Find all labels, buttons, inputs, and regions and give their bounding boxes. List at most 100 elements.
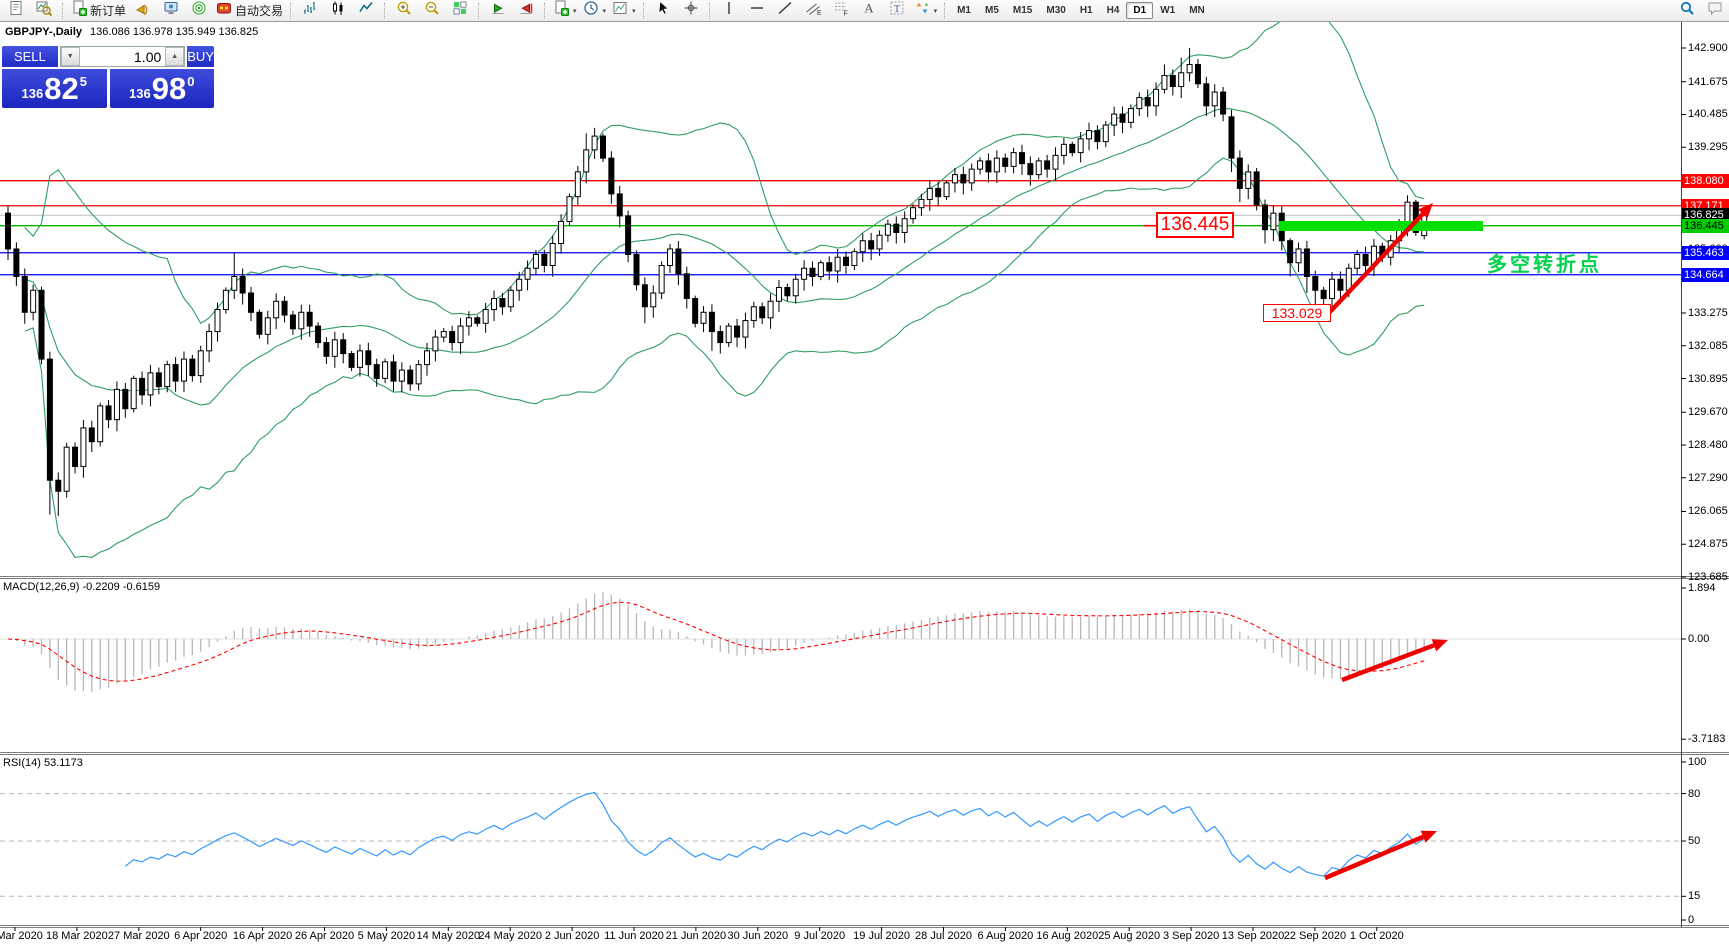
- cursor-icon[interactable]: [649, 0, 677, 22]
- ask-price-button[interactable]: 136 98 0: [109, 69, 214, 108]
- bar-chart-icon[interactable]: [296, 0, 324, 22]
- price-tick-label: 128.480: [1688, 438, 1728, 451]
- market-watch-icon[interactable]: [2, 0, 30, 22]
- candle: [1303, 248, 1310, 278]
- candles-series[interactable]: [5, 48, 1428, 517]
- zoom-out-icon[interactable]: [418, 0, 446, 22]
- macd-pane[interactable]: [0, 592, 1681, 693]
- x-axis-label: 9 Jul 2020: [794, 930, 846, 942]
- text-label-icon[interactable]: T: [883, 0, 911, 22]
- trend-arrow-macd[interactable]: [1341, 643, 1435, 683]
- candle: [1270, 212, 1277, 231]
- templates-icon[interactable]: ▾: [609, 0, 639, 22]
- arrows-icon[interactable]: ▾: [911, 0, 941, 22]
- candle: [1077, 138, 1084, 154]
- metaeditor-icon: [163, 0, 179, 21]
- chart-canvas[interactable]: [0, 22, 1729, 944]
- indicators-icon[interactable]: ▾: [550, 0, 580, 22]
- timeframe-MN[interactable]: MN: [1189, 5, 1205, 16]
- search-icon[interactable]: [1673, 0, 1701, 22]
- candle: [180, 358, 187, 382]
- equidistant-channel-icon[interactable]: E: [799, 0, 827, 22]
- rsi-pane[interactable]: [0, 791, 1681, 897]
- timeframe-M30[interactable]: M30: [1046, 5, 1066, 16]
- pivot-note-annotation[interactable]: 多空转折点: [1487, 254, 1602, 276]
- timeframe-M5[interactable]: M5: [985, 5, 999, 16]
- trend-arrow-main[interactable]: [1325, 212, 1425, 317]
- timeframe-M15[interactable]: M15: [1012, 5, 1033, 16]
- resistance-price-annotation[interactable]: 136.445: [1156, 212, 1234, 238]
- sell-button[interactable]: SELL: [2, 46, 58, 67]
- text-icon[interactable]: A: [855, 0, 883, 22]
- candle: [767, 300, 774, 319]
- auto-scroll-icon[interactable]: [484, 0, 512, 22]
- bollinger-band-l: [24, 157, 1425, 558]
- candle: [323, 342, 330, 357]
- price-level-chip-136.445: 136.445: [1682, 218, 1729, 233]
- horn-icon: [135, 0, 151, 21]
- trend-arrow-rsi[interactable]: [1324, 834, 1425, 881]
- metaeditor-icon[interactable]: [157, 0, 185, 22]
- crosshair-icon[interactable]: [677, 0, 705, 22]
- line-chart-icon[interactable]: [352, 0, 380, 22]
- signals-icon[interactable]: [185, 0, 213, 22]
- support-resistance-zone[interactable]: [1279, 221, 1483, 231]
- pane-separators[interactable]: [0, 576, 1729, 928]
- trendline-icon[interactable]: [771, 0, 799, 22]
- autotrading-button[interactable]: 自动交易: [213, 0, 286, 22]
- x-axis-label: 6 Aug 2020: [977, 930, 1034, 942]
- timeframe-M1[interactable]: M1: [957, 5, 971, 16]
- candle: [675, 248, 682, 275]
- candlestick-chart-icon[interactable]: [324, 0, 352, 22]
- chevron-down-icon: ▾: [933, 7, 938, 15]
- chart-shift-icon[interactable]: [512, 0, 540, 22]
- candle: [591, 135, 598, 151]
- new-order-button[interactable]: 新订单: [68, 0, 129, 22]
- bollinger-bands[interactable]: [24, 22, 1425, 558]
- svg-text:F: F: [843, 11, 847, 17]
- candle: [1002, 157, 1009, 167]
- chat-icon[interactable]: [1701, 0, 1729, 22]
- timeframe-D1[interactable]: D1: [1126, 2, 1154, 19]
- volume-decrease-button[interactable]: ▼: [60, 47, 80, 66]
- cursor-icon: [655, 0, 671, 21]
- chevron-down-icon: ▾: [573, 7, 577, 15]
- bid-superscript: 5: [79, 74, 87, 89]
- trend-arrows[interactable]: [1324, 203, 1448, 881]
- timeframe-W1[interactable]: W1: [1160, 5, 1176, 16]
- chart-window[interactable]: GBPJPY-,Daily 136.086 136.978 135.949 136…: [0, 22, 1729, 944]
- zoom-in-icon[interactable]: [390, 0, 418, 22]
- candle: [750, 306, 757, 322]
- autotrading-button: [216, 0, 232, 21]
- fibonacci-icon[interactable]: F: [827, 0, 855, 22]
- candle: [1245, 171, 1252, 189]
- candle: [1127, 108, 1134, 123]
- periods-icon[interactable]: ▾: [580, 0, 610, 22]
- candle: [549, 242, 556, 266]
- macd-signal-line: [7, 601, 1425, 682]
- candle: [658, 264, 665, 294]
- data-window-icon: [36, 0, 53, 21]
- x-axis-label: 28 Jul 2020: [915, 930, 972, 942]
- candle: [968, 168, 975, 184]
- buy-button[interactable]: BUY: [187, 46, 214, 67]
- horn-icon[interactable]: [129, 0, 157, 22]
- price-tick-label: 140.485: [1688, 108, 1728, 121]
- price-tick-label: 124.875: [1688, 538, 1728, 551]
- x-axis-label: 6 Apr 2020: [174, 930, 228, 942]
- tile-windows-icon[interactable]: [446, 0, 474, 22]
- volume-input[interactable]: [79, 47, 166, 66]
- candle: [331, 339, 338, 357]
- volume-increase-button[interactable]: ▲: [165, 47, 185, 66]
- timeframe-H1[interactable]: H1: [1079, 5, 1093, 16]
- rsi-tick-label: 15: [1688, 890, 1701, 903]
- vertical-line-icon[interactable]: [715, 0, 743, 22]
- data-window-icon[interactable]: [30, 0, 58, 22]
- swing-low-price-annotation[interactable]: 133.029: [1263, 304, 1331, 322]
- bid-price-button[interactable]: 136 82 5: [2, 69, 107, 108]
- candlestick-chart-icon: [330, 0, 346, 21]
- x-axis-label: 2 Jun 2020: [544, 930, 600, 942]
- candle: [993, 157, 1000, 173]
- horizontal-line-icon[interactable]: [743, 0, 771, 22]
- timeframe-H4[interactable]: H4: [1106, 5, 1120, 16]
